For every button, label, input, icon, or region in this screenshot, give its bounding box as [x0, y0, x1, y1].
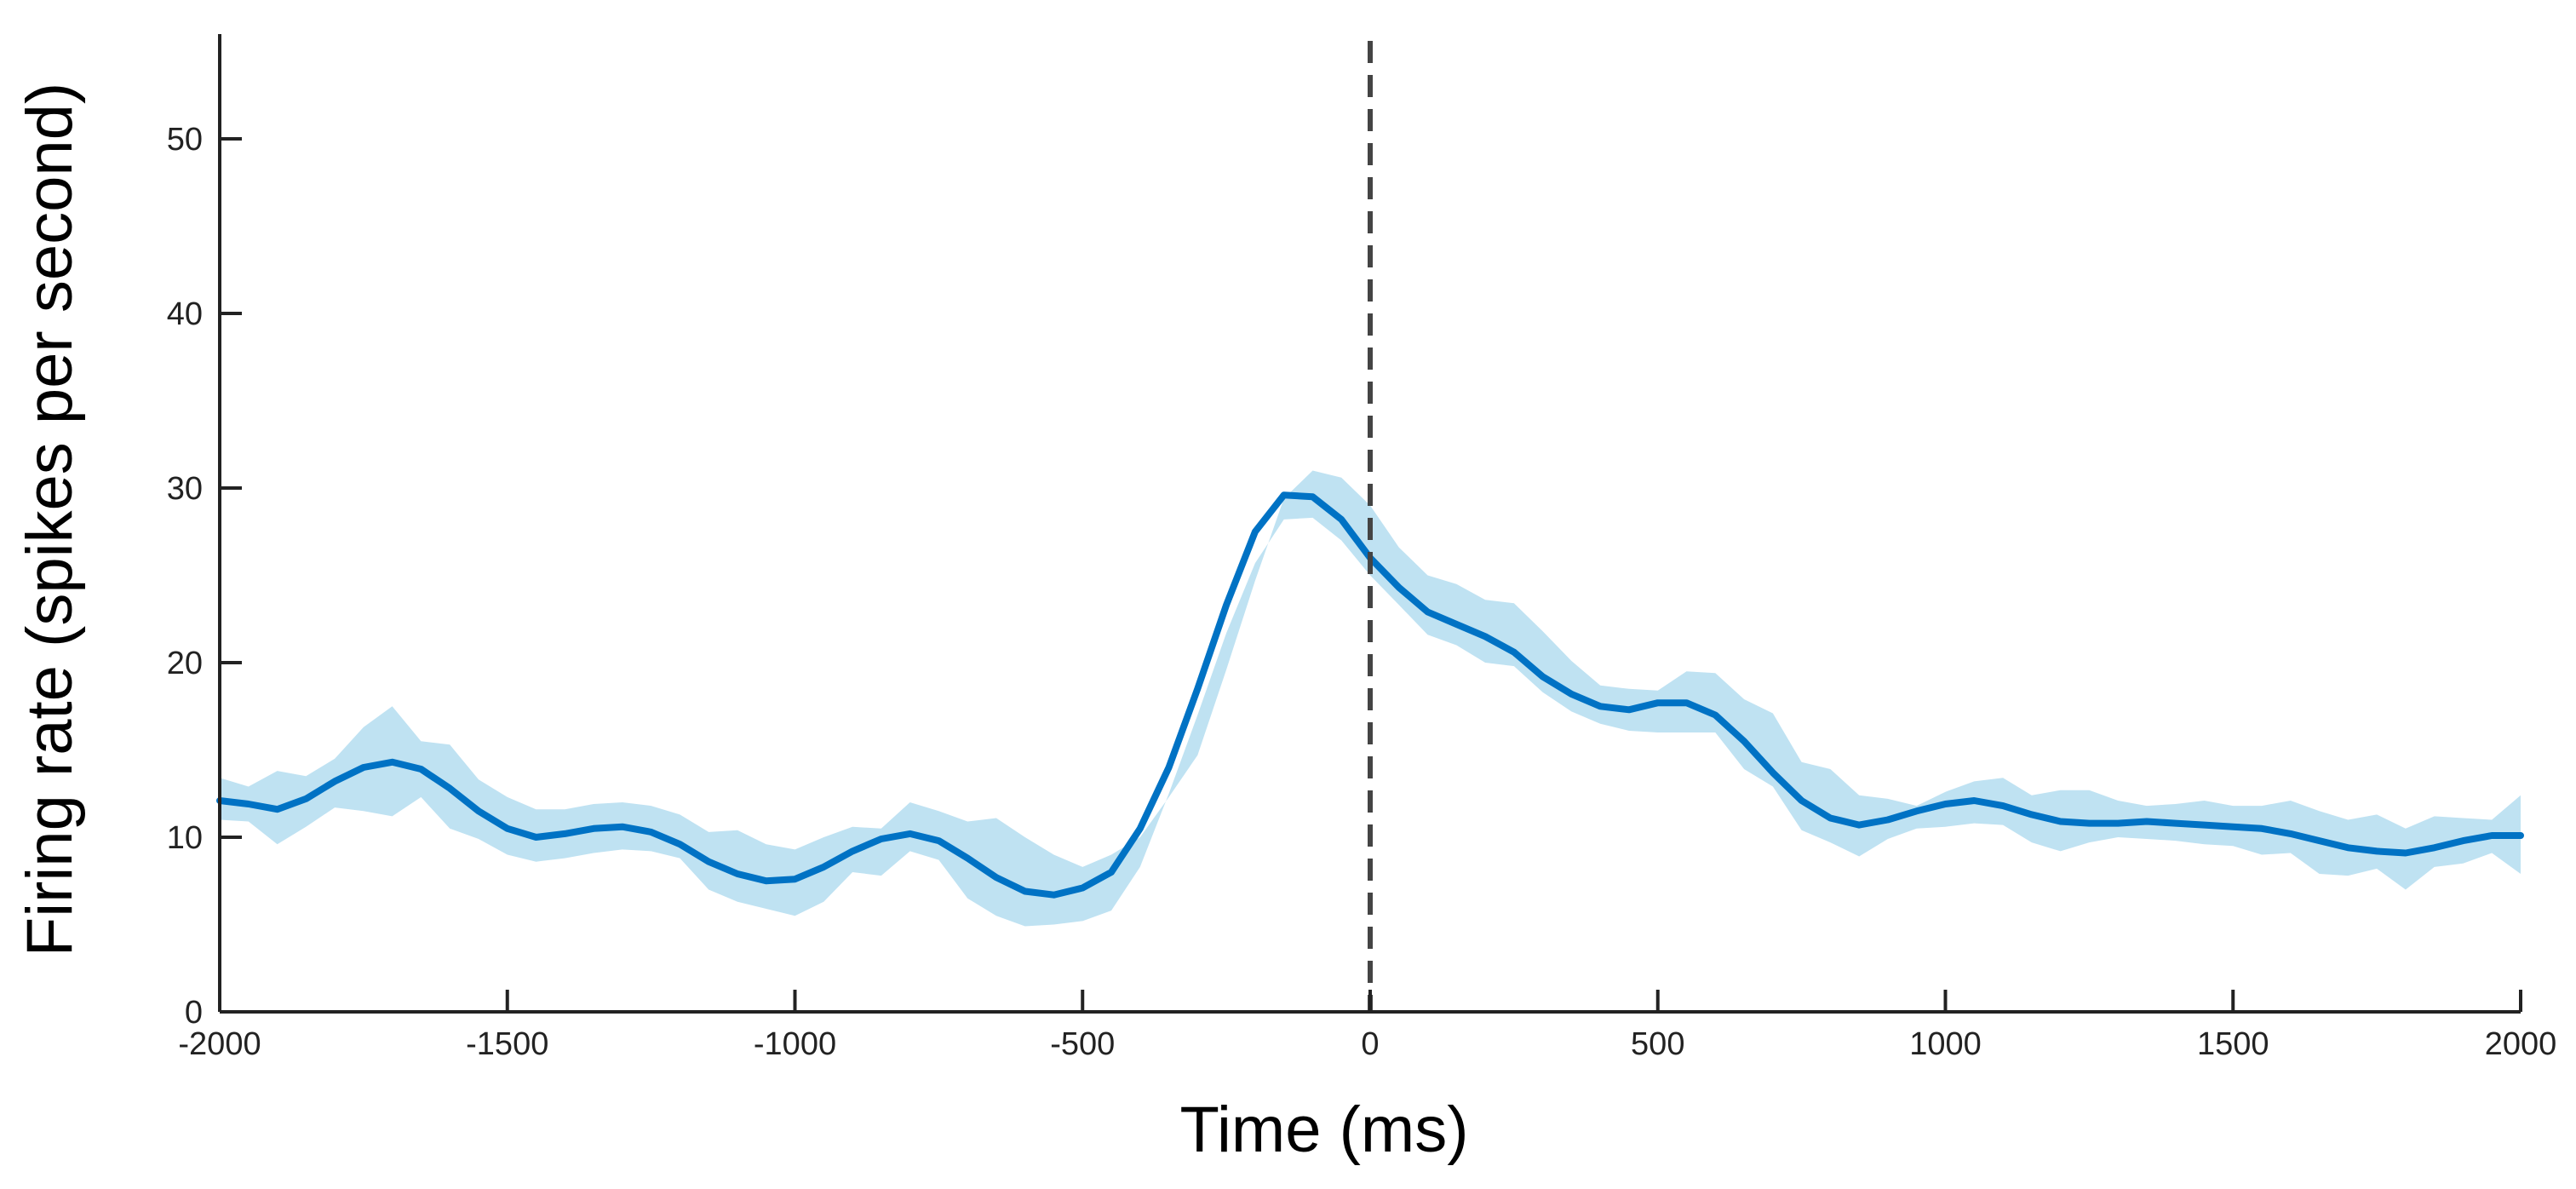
x-tick-label: 0	[1361, 1026, 1379, 1062]
y-tick-label: 40	[167, 296, 203, 332]
confidence-band	[220, 470, 2521, 927]
y-tick-label: 10	[167, 820, 203, 856]
x-tick-label: 2000	[2485, 1026, 2557, 1062]
y-axis-title: Firing rate (spikes per second)	[14, 83, 86, 956]
confidence-band-layer	[220, 470, 2521, 927]
x-axis-title: Time (ms)	[1179, 1094, 1468, 1166]
x-tick-label: -2000	[178, 1026, 261, 1062]
y-tick-label: 0	[185, 995, 203, 1031]
x-ticks: -2000 -1500 -1000 -500 0 500 1000 1500 2000	[178, 990, 2556, 1062]
x-tick-label: 500	[1631, 1026, 1684, 1062]
x-tick-label: -1500	[466, 1026, 548, 1062]
x-tick-label: 1500	[2197, 1026, 2269, 1062]
y-ticks: 0 10 20 30 40 50	[167, 122, 242, 1031]
y-tick-label: 20	[167, 646, 203, 681]
y-tick-label: 50	[167, 122, 203, 158]
x-tick-label: -500	[1050, 1026, 1115, 1062]
y-tick-label: 30	[167, 471, 203, 507]
x-tick-label: -1000	[754, 1026, 836, 1062]
x-tick-label: 1000	[1909, 1026, 1982, 1062]
